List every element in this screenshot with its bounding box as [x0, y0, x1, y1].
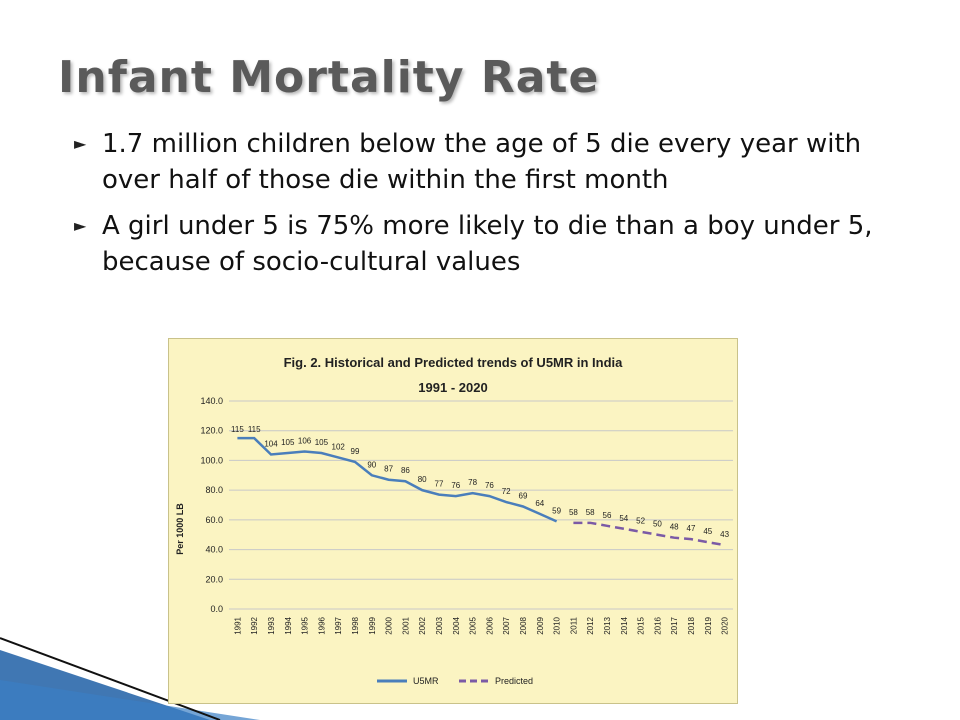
data-label: 76: [451, 481, 460, 490]
data-label: 105: [281, 438, 295, 447]
x-tick-label: 2020: [721, 616, 730, 634]
chart-title: Fig. 2. Historical and Predicted trends …: [284, 355, 624, 370]
y-tick-label: 0.0: [210, 604, 223, 614]
chart-subtitle: 1991 - 2020: [418, 380, 487, 395]
data-label: 102: [332, 442, 346, 451]
data-label: 58: [569, 508, 578, 517]
legend-label: Predicted: [495, 676, 533, 686]
y-tick-label: 120.0: [200, 426, 223, 436]
x-tick-label: 1994: [284, 616, 293, 634]
bullet-item: ► 1.7 million children below the age of …: [74, 126, 904, 198]
x-tick-label: 1997: [334, 616, 343, 634]
triangle-bullet-icon: ►: [74, 216, 87, 235]
data-label: 58: [586, 508, 595, 517]
bullet-list: ► 1.7 million children below the age of …: [74, 126, 904, 290]
x-tick-label: 1993: [267, 616, 276, 634]
y-tick-label: 60.0: [205, 515, 223, 525]
data-label: 80: [418, 475, 427, 484]
data-label: 90: [367, 460, 376, 469]
x-tick-label: 2001: [401, 616, 410, 634]
data-label: 105: [315, 438, 329, 447]
x-tick-label: 2019: [704, 616, 713, 634]
u5mr-line-chart: Fig. 2. Historical and Predicted trends …: [175, 355, 733, 686]
data-label: 86: [401, 466, 410, 475]
chart-panel: Fig. 2. Historical and Predicted trends …: [168, 338, 738, 704]
triangle-bullet-icon: ►: [74, 134, 87, 153]
x-tick-label: 2004: [452, 616, 461, 634]
data-label: 87: [384, 465, 393, 474]
x-tick-label: 1995: [301, 616, 310, 634]
data-label: 115: [248, 425, 261, 434]
data-label: 45: [703, 527, 712, 536]
data-label: 56: [603, 511, 612, 520]
x-tick-label: 1992: [250, 616, 259, 634]
data-label: 47: [687, 524, 696, 533]
x-tick-label: 1996: [317, 616, 326, 634]
y-tick-label: 40.0: [205, 545, 223, 555]
y-tick-label: 100.0: [200, 455, 223, 465]
data-label: 77: [435, 480, 444, 489]
data-label: 50: [653, 520, 662, 529]
data-label: 106: [298, 437, 312, 446]
y-tick-label: 20.0: [205, 574, 223, 584]
x-tick-label: 1998: [351, 616, 360, 634]
x-tick-label: 2016: [653, 616, 662, 634]
series-line-u5mr: [237, 436, 558, 523]
x-tick-label: 2013: [603, 616, 612, 634]
bullet-text: A girl under 5 is 75% more likely to die…: [102, 211, 873, 277]
x-tick-label: 2011: [569, 616, 578, 634]
y-tick-label: 80.0: [205, 485, 223, 495]
data-label: 99: [351, 447, 360, 456]
bullet-text: 1.7 million children below the age of 5 …: [102, 129, 862, 195]
data-label: 54: [619, 514, 628, 523]
corner-accent-decoration: [0, 637, 260, 720]
data-label: 43: [720, 530, 729, 539]
x-tick-label: 2000: [385, 616, 394, 634]
series-line-predicted: [573, 521, 725, 547]
legend-label: U5MR: [413, 676, 439, 686]
x-tick-label: 2009: [536, 616, 545, 634]
data-label: 48: [670, 523, 679, 532]
data-label: 104: [264, 439, 278, 448]
x-tick-label: 2002: [418, 616, 427, 634]
x-tick-label: 2015: [637, 616, 646, 634]
data-label: 52: [636, 517, 645, 526]
data-label: 69: [519, 491, 528, 500]
data-label: 59: [552, 506, 561, 515]
data-label: 72: [502, 487, 511, 496]
x-tick-label: 1991: [233, 616, 242, 634]
data-label: 78: [468, 478, 477, 487]
bullet-item: ► A girl under 5 is 75% more likely to d…: [74, 208, 904, 280]
x-tick-label: 2014: [620, 616, 629, 634]
x-tick-label: 2008: [519, 616, 528, 634]
x-tick-label: 1999: [368, 616, 377, 634]
x-tick-label: 2007: [502, 616, 511, 634]
slide-title: Infant Mortality Rate: [58, 52, 600, 103]
x-tick-label: 2006: [485, 616, 494, 634]
x-tick-label: 2017: [670, 616, 679, 634]
x-tick-label: 2005: [469, 616, 478, 634]
x-tick-label: 2018: [687, 616, 696, 634]
y-tick-label: 140.0: [200, 396, 223, 406]
x-tick-label: 2012: [586, 616, 595, 634]
data-label: 76: [485, 481, 494, 490]
x-tick-label: 2003: [435, 616, 444, 634]
x-tick-label: 2010: [553, 616, 562, 634]
data-label: 64: [535, 499, 544, 508]
data-label: 115: [231, 425, 244, 434]
y-axis-label: Per 1000 LB: [175, 503, 185, 555]
